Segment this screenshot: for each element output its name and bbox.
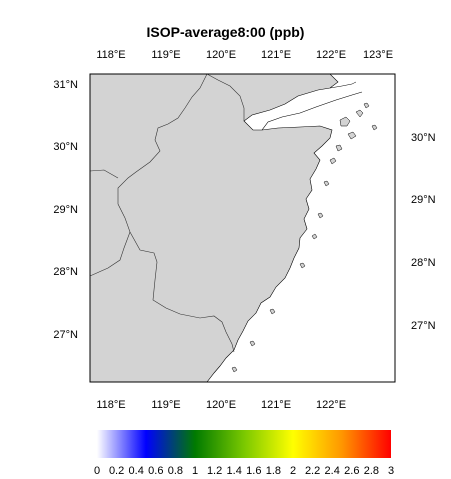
colorbar-tick-label: 2 [290, 465, 296, 477]
right-axis-labels: 30°N 29°N 28°N 27°N [411, 132, 436, 332]
colorbar-tick-label: 0.8 [168, 465, 183, 477]
island [231, 366, 238, 373]
island [339, 116, 351, 127]
tick-label: 121°E [261, 49, 291, 61]
colorbar-tick-label: 0 [94, 465, 100, 477]
tick-label: 118°E [96, 49, 125, 61]
province-boundary-southwest [89, 231, 131, 277]
colorbar-tick-label: 1.4 [227, 465, 242, 477]
province-boundary-north [206, 73, 245, 121]
island [355, 109, 364, 118]
island [323, 180, 330, 187]
island [363, 102, 370, 109]
tick-label: 121°E [261, 399, 291, 411]
tick-label: 119°E [151, 49, 180, 61]
colorbar-tick-label: 0.6 [148, 465, 163, 477]
tick-label: 119°E [151, 399, 180, 411]
colorbar-bar [97, 430, 391, 458]
tick-label: 27°N [53, 329, 78, 341]
map-panel [89, 73, 396, 383]
island [299, 262, 306, 269]
island [347, 131, 357, 140]
colorbar-tick-label: 3 [388, 465, 394, 477]
tick-label: 28°N [411, 257, 436, 269]
land-area [89, 73, 339, 383]
island [317, 212, 324, 219]
island [249, 340, 256, 347]
tick-label: 27°N [411, 320, 436, 332]
top-axis-labels: 118°E 119°E 120°E 121°E 122°E 123°E [96, 49, 393, 61]
colorbar-tick-label: 2.4 [325, 465, 340, 477]
colorbar-tick-label: 2.6 [344, 465, 359, 477]
tick-label: 118°E [96, 399, 125, 411]
tick-label: 30°N [53, 141, 78, 153]
colorbar-tick-label: 1.2 [207, 465, 222, 477]
tick-label: 30°N [411, 132, 436, 144]
island [371, 124, 378, 131]
map-frame [89, 73, 396, 383]
colorbar-tick-label: 2.2 [305, 465, 320, 477]
colorbar-tick-label: 0.4 [129, 465, 144, 477]
tick-label: 120°E [206, 49, 236, 61]
hangzhou-bay-shoreline [261, 91, 363, 131]
island [269, 308, 276, 315]
tick-label: 122°E [316, 49, 346, 61]
colorbar-tick-label: 0.2 [109, 465, 124, 477]
tick-label: 120°E [206, 399, 236, 411]
tick-label: 31°N [53, 79, 78, 91]
colorbar-tick-label: 2.8 [364, 465, 379, 477]
bottom-axis-labels: 118°E 119°E 120°E 121°E 122°E [96, 399, 346, 411]
island [335, 144, 343, 152]
colorbar: 0 0.2 0.4 0.6 0.8 1 1.2 1.4 1.6 1.8 2 2.2 2.4 2.6 2.8 3 [94, 430, 394, 477]
tick-label: 29°N [53, 204, 78, 216]
tick-label: 122°E [316, 399, 346, 411]
map-title: ISOP-average8:00 (ppb) [146, 24, 305, 40]
province-boundary-west [89, 169, 119, 179]
coastal-islands [231, 102, 378, 373]
tick-label: 28°N [53, 266, 78, 278]
colorbar-labels: 0 0.2 0.4 0.6 0.8 1 1.2 1.4 1.6 1.8 2 2.2 2.4 2.6 2.8 3 [94, 465, 394, 477]
left-axis-labels: 31°N 30°N 29°N 28°N 27°N [53, 79, 78, 341]
province-boundary [117, 73, 235, 353]
tick-label: 29°N [411, 194, 436, 206]
colorbar-tick-label: 1.6 [246, 465, 261, 477]
colorbar-tick-label: 1.8 [266, 465, 281, 477]
river-estuary-line [329, 81, 357, 89]
island [329, 157, 337, 165]
island [311, 233, 318, 240]
colorbar-tick-label: 1 [192, 465, 198, 477]
tick-label: 123°E [363, 49, 393, 61]
